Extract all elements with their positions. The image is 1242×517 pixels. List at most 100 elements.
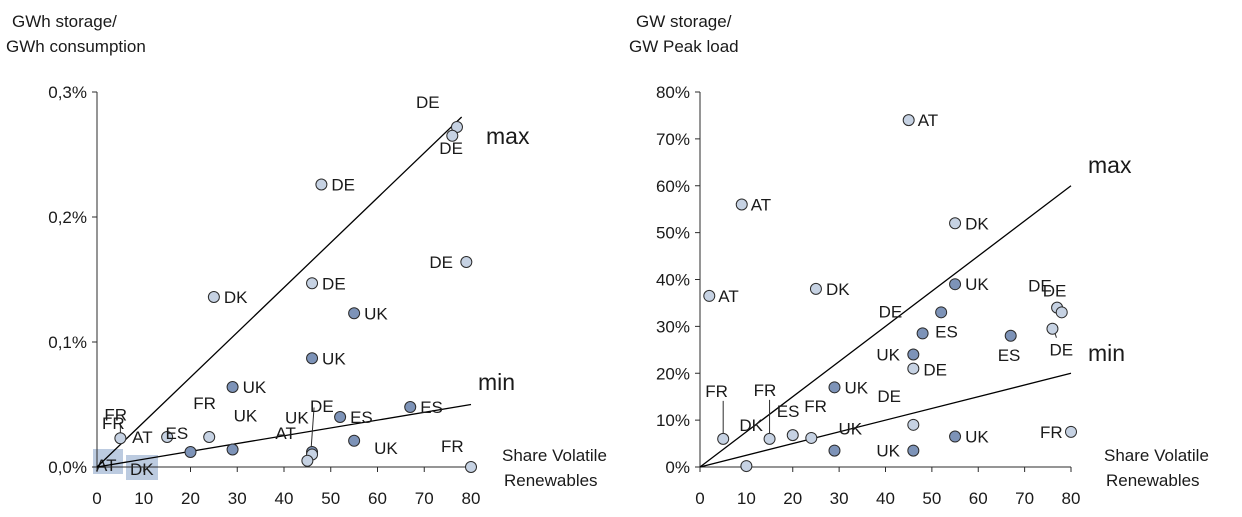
- point-label-fr: FR: [804, 397, 827, 416]
- point-label-de: DE: [1043, 281, 1067, 300]
- x-tick-label: 10: [737, 489, 756, 508]
- data-point-uk: [348, 307, 361, 320]
- label-connector: [310, 407, 315, 450]
- point-label-fr: FR: [104, 405, 127, 424]
- data-point-uk: [226, 381, 239, 393]
- point-label-de: DE: [416, 93, 440, 112]
- point-label-dk: DK: [965, 214, 989, 233]
- data-point-de: [315, 178, 328, 191]
- point-label-es: ES: [420, 398, 443, 417]
- x-axis-label-line-1: Share Volatile: [1104, 446, 1209, 465]
- storage-energy-chart: GWh storage/ GWh consumption Share Volat…: [6, 12, 607, 508]
- point-label-uk: UK: [965, 428, 989, 447]
- point-label-de: DE: [322, 274, 346, 293]
- point-label-de: DE: [1049, 341, 1073, 360]
- data-point-uk: [949, 278, 962, 291]
- data-point-fr: [114, 432, 127, 445]
- max-line: [96, 116, 463, 468]
- data-point-es: [184, 446, 197, 458]
- y-tick-label: 0,2%: [48, 208, 87, 227]
- point-label-uk: UK: [374, 439, 398, 458]
- point-label-at: AT: [132, 428, 152, 447]
- min-line-label: min: [1088, 340, 1125, 366]
- point-label-dk: DK: [739, 416, 763, 435]
- point-label-es: ES: [166, 424, 189, 443]
- point-label-fr: FR: [193, 394, 216, 413]
- data-point-de: [916, 327, 929, 340]
- x-axis-label-line-2: Renewables: [1106, 471, 1200, 490]
- data-point-de: [1046, 322, 1059, 335]
- data-point-es: [404, 401, 417, 413]
- data-point-uk: [907, 444, 920, 457]
- point-label-de: DE: [310, 397, 334, 416]
- point-label-at: AT: [918, 111, 938, 130]
- data-point-uk: [348, 434, 361, 447]
- x-tick-label: 70: [1015, 489, 1034, 508]
- data-point-at: [703, 289, 716, 302]
- data-point-es: [1004, 329, 1017, 342]
- data-point-de: [460, 256, 473, 268]
- data-point-dk: [740, 460, 753, 473]
- point-label-es: ES: [777, 402, 800, 421]
- data-point-de: [1055, 306, 1068, 319]
- y-tick-label: 20%: [656, 364, 690, 383]
- y-tick-label: 50%: [656, 224, 690, 243]
- data-point-fr: [763, 432, 776, 445]
- data-point-es: [786, 429, 799, 442]
- data-point-uk: [226, 443, 239, 456]
- point-label-fr: FR: [441, 437, 464, 456]
- point-label-de: DE: [1028, 277, 1052, 296]
- point-label-de: DE: [923, 361, 947, 380]
- data-point-es: [334, 411, 347, 423]
- x-axis-label-line-1: Share Volatile: [502, 446, 607, 465]
- point-label-uk: UK: [234, 407, 258, 426]
- data-point-at: [735, 198, 748, 211]
- x-tick-label: 80: [462, 489, 481, 508]
- x-tick-label: 60: [368, 489, 387, 508]
- data-point-uk: [828, 381, 841, 394]
- point-label-de: DE: [877, 387, 901, 406]
- x-tick-label: 70: [415, 489, 434, 508]
- point-label-uk: UK: [243, 378, 267, 397]
- point-label-at: AT: [275, 424, 295, 443]
- x-tick-label: 50: [922, 489, 941, 508]
- point-label-uk: UK: [844, 378, 868, 397]
- at-highlight-box: [93, 449, 123, 474]
- data-point-de: [907, 418, 920, 431]
- y-tick-label: 10%: [656, 411, 690, 430]
- x-tick-label: 40: [275, 489, 294, 508]
- y-tick-label: 60%: [656, 177, 690, 196]
- x-axis-label-line-2: Renewables: [504, 471, 598, 490]
- data-point-dk: [207, 291, 220, 303]
- point-label-uk: UK: [838, 420, 862, 439]
- data-point-de: [907, 362, 920, 375]
- x-tick-label: 30: [830, 489, 849, 508]
- point-label-uk: UK: [285, 409, 309, 428]
- point-label-de: DE: [879, 302, 903, 321]
- min-line: [699, 372, 1072, 468]
- storage-power-chart: GW storage/ GW Peak load Share Volatile …: [629, 12, 1209, 508]
- y-tick-label: 70%: [656, 130, 690, 149]
- data-point-fr: [1065, 425, 1077, 438]
- point-label-fr: FR: [754, 381, 777, 400]
- y-tick-label: 0,1%: [48, 333, 87, 352]
- point-label-es: ES: [350, 408, 373, 427]
- point-label-de: DE: [331, 176, 355, 195]
- data-point-at: [301, 454, 314, 467]
- point-label-uk: UK: [876, 346, 900, 365]
- y-tick-label: 40%: [656, 271, 690, 290]
- data-point-dk: [949, 217, 962, 230]
- y-tick-label: 30%: [656, 317, 690, 336]
- point-label-at: AT: [718, 287, 738, 306]
- x-tick-label: 10: [134, 489, 153, 508]
- max-line-label: max: [1088, 152, 1132, 178]
- point-label-uk: UK: [876, 442, 900, 461]
- y-tick-label: 0,3%: [48, 83, 87, 102]
- data-point-dk: [809, 282, 822, 295]
- data-point-uk: [907, 348, 920, 361]
- y-tick-label: 80%: [656, 83, 690, 102]
- point-label-uk: UK: [322, 349, 346, 368]
- data-point-uk: [949, 430, 962, 443]
- max-line-label: max: [486, 123, 530, 149]
